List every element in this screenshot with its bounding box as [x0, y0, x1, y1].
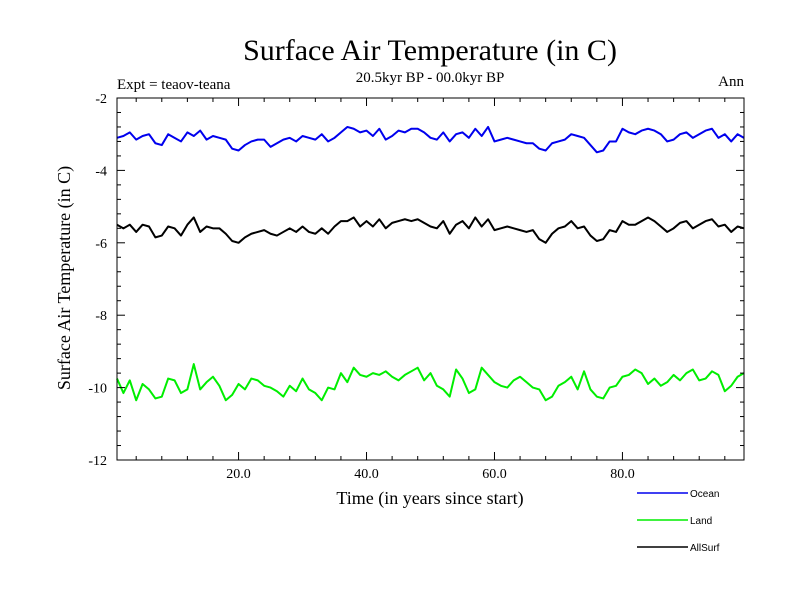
x-axis-label: Time (in years since start) — [336, 488, 523, 509]
x-tick-label: 40.0 — [354, 467, 379, 482]
legend-label-ocean: Ocean — [690, 489, 719, 500]
plot-area — [116, 125, 745, 402]
y-tick-label: -10 — [88, 382, 107, 397]
legend: Ocean Land AllSurf — [637, 489, 720, 554]
y-axis-label: Surface Air Temperature (in C) — [54, 166, 75, 390]
series-line-land — [116, 363, 745, 402]
y-tick-label: -8 — [95, 309, 107, 324]
y-tick-label: -2 — [95, 92, 107, 107]
season-label: Ann — [718, 74, 744, 90]
x-tick-label: 20.0 — [226, 467, 251, 482]
x-tick-label: 60.0 — [482, 467, 507, 482]
legend-label-allsurf: AllSurf — [690, 543, 720, 554]
plot-frame — [116, 97, 745, 461]
legend-label-land: Land — [690, 516, 712, 527]
chart-subtitle: 20.5kyr BP - 00.0kyr BP — [356, 70, 505, 86]
experiment-label: Expt = teaov-teana — [117, 77, 231, 93]
x-tick-label: 80.0 — [610, 467, 635, 482]
axes: 20.0 40.0 60.0 80.0 -12 -10 -8 -6 -4 -2 — [88, 92, 745, 482]
chart-title: Surface Air Temperature (in C) — [243, 34, 617, 67]
series-line-ocean — [116, 125, 745, 154]
y-tick-label: -4 — [95, 164, 107, 179]
y-tick-label: -12 — [88, 454, 107, 469]
y-tick-label: -6 — [95, 237, 107, 252]
series-line-allsurf — [116, 216, 745, 244]
